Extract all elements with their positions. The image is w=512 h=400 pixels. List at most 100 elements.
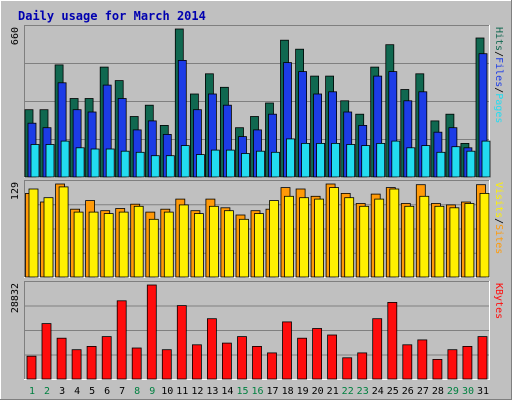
bar-sites-day-29 [449, 207, 460, 278]
axis-label-part-slash: / [493, 87, 504, 93]
bar-kbytes-day-30 [462, 345, 473, 380]
bar-sites-day-4 [73, 211, 84, 278]
bar-sites-day-27 [419, 195, 430, 278]
bar-pages-day-11 [180, 145, 190, 178]
bar-kbytes-day-24 [372, 318, 383, 380]
panel-bottom-ymax-label: 28832 [10, 283, 21, 313]
x-tick-label-day-9: 9 [149, 386, 155, 397]
bar-pages-day-14 [225, 149, 235, 178]
bar-kbytes-day-8 [131, 347, 142, 380]
bar-pages-day-3 [60, 140, 70, 178]
bar-sites-day-2 [43, 197, 54, 278]
bar-sites-day-31 [479, 192, 490, 278]
x-tick-label-day-5: 5 [89, 386, 95, 397]
bar-kbytes-day-6 [101, 336, 112, 380]
bar-pages-day-16 [256, 150, 265, 178]
bar-pages-day-21 [331, 142, 341, 178]
bar-kbytes-day-22 [342, 357, 353, 380]
panel-bottom: 28832 KBytes [10, 281, 504, 380]
panel-middle-axis-label: Visits/Sites [493, 182, 504, 254]
x-tick-label-day-21: 21 [327, 386, 339, 397]
bar-kbytes-day-2 [41, 323, 52, 380]
bar-sites-day-17 [269, 200, 279, 278]
x-tick-label-day-19: 19 [297, 386, 309, 397]
panel-bottom-axis-label: KBytes [493, 283, 504, 319]
bar-pages-day-8 [135, 151, 145, 178]
bar-kbytes-day-28 [432, 358, 443, 380]
bar-kbytes-day-25 [387, 301, 398, 380]
bar-pages-day-19 [301, 142, 311, 178]
axis-label-part-pages: Pages [493, 93, 504, 123]
bar-kbytes-day-27 [417, 339, 428, 380]
bar-kbytes-day-12 [191, 344, 202, 380]
bar-pages-day-6 [105, 148, 115, 178]
x-tick-label-day-10: 10 [161, 386, 173, 397]
bar-kbytes-day-10 [161, 349, 172, 380]
bar-kbytes-day-21 [327, 334, 338, 380]
axis-label-part-visits: Visits [493, 182, 504, 218]
bar-kbytes-day-31 [477, 336, 488, 380]
bar-pages-day-15 [241, 153, 250, 178]
x-tick-label-day-8: 8 [134, 386, 140, 397]
x-tick-label-day-11: 11 [176, 386, 188, 397]
bar-pages-day-23 [361, 145, 371, 178]
x-tick-label-day-26: 26 [402, 386, 414, 397]
axis-label-part-slash: / [493, 51, 504, 57]
bar-sites-day-24 [374, 198, 385, 278]
bar-sites-day-19 [299, 197, 310, 278]
bar-sites-day-22 [344, 197, 355, 278]
x-tick-label-day-1: 1 [29, 386, 35, 397]
x-tick-label-day-4: 4 [74, 386, 80, 397]
bar-kbytes-day-29 [447, 349, 458, 380]
bar-sites-day-8 [133, 205, 144, 278]
axis-label-part-slash: / [493, 218, 504, 224]
bar-sites-day-9 [148, 218, 159, 278]
bar-kbytes-day-11 [176, 305, 187, 380]
bar-kbytes-day-17 [267, 352, 277, 380]
panel-top-axis-label: Hits/Files/Pages [493, 27, 504, 123]
axis-label-part-sites: Sites [493, 224, 504, 254]
bar-sites-day-23 [359, 205, 370, 278]
bar-sites-day-20 [314, 198, 325, 278]
bar-sites-day-12 [193, 213, 204, 278]
bar-sites-day-15 [239, 218, 249, 278]
x-tick-label-day-29: 29 [447, 386, 459, 397]
bar-pages-day-7 [120, 150, 130, 178]
bar-sites-day-10 [163, 211, 174, 278]
panel-top-ymax-label: 660 [10, 27, 21, 45]
bar-pages-day-4 [75, 147, 85, 178]
axis-label-part-kbytes: KBytes [493, 283, 504, 319]
x-tick-label-day-23: 23 [357, 386, 369, 397]
axis-label-part-hits: Hits [493, 27, 504, 51]
bar-pages-day-27 [421, 145, 431, 178]
bar-pages-day-28 [436, 151, 446, 178]
bar-pages-day-17 [271, 151, 280, 178]
bar-pages-day-2 [45, 144, 55, 178]
bar-pages-day-5 [90, 148, 100, 178]
x-tick-label-day-25: 25 [387, 386, 399, 397]
bar-kbytes-day-1 [26, 355, 37, 380]
bar-pages-day-1 [30, 144, 40, 178]
bar-pages-day-12 [195, 154, 205, 178]
bar-sites-day-5 [88, 211, 99, 278]
panel-middle: 129 Visits/Sites [10, 180, 504, 278]
bar-sites-day-6 [103, 213, 114, 278]
bar-kbytes-day-26 [402, 344, 413, 380]
bar-sites-day-7 [118, 211, 129, 278]
bar-kbytes-day-3 [56, 337, 67, 380]
bar-kbytes-day-14 [221, 342, 232, 380]
bar-pages-day-29 [451, 146, 461, 178]
chart-title: Daily usage for March 2014 [18, 9, 206, 23]
x-tick-label-day-16: 16 [251, 386, 263, 397]
bar-pages-day-10 [165, 155, 175, 178]
x-tick-label-day-7: 7 [119, 386, 125, 397]
bar-kbytes-day-13 [206, 318, 217, 380]
bar-kbytes-day-4 [71, 349, 82, 380]
x-tick-label-day-24: 24 [372, 386, 384, 397]
bar-kbytes-day-15 [237, 336, 247, 380]
x-tick-label-day-2: 2 [44, 386, 50, 397]
x-tick-label-day-3: 3 [59, 386, 65, 397]
axis-label-part-files: Files [493, 57, 504, 87]
bar-kbytes-day-19 [297, 337, 308, 380]
